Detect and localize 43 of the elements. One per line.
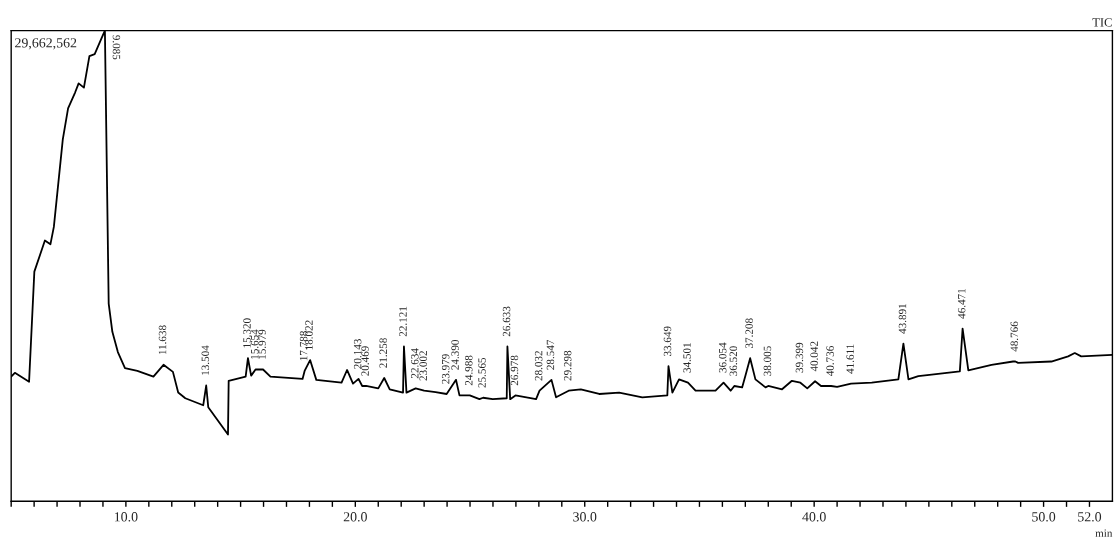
annotation: 24.390 bbox=[451, 340, 459, 370]
annotation: 15.320 bbox=[243, 318, 251, 348]
annotation: 22.634 bbox=[411, 348, 419, 379]
x-tick-label: 30.0 bbox=[573, 512, 597, 522]
annotation: 13.504 bbox=[201, 345, 210, 375]
annotation: 39.399 bbox=[795, 342, 804, 373]
annotation: 21.258 bbox=[379, 338, 388, 368]
annotation: 25.565 bbox=[478, 357, 486, 388]
annotation: 9.085 bbox=[112, 35, 121, 60]
annotation: 36.520 bbox=[729, 346, 738, 376]
annotation: 33.649 bbox=[663, 326, 672, 356]
annotation: 26.633 bbox=[502, 306, 511, 337]
x-tick-label: 10.0 bbox=[114, 512, 138, 522]
annotation: 24.988 bbox=[465, 355, 473, 386]
annotation: 38.005 bbox=[763, 346, 772, 376]
annotation: 41.611 bbox=[846, 344, 854, 374]
annotation: 36.054 bbox=[718, 342, 727, 373]
annotation: 40.736 bbox=[826, 346, 834, 377]
x-tick-label: 50.0 bbox=[1032, 512, 1056, 522]
x-tick-label: 40.0 bbox=[802, 512, 826, 522]
annotation: 15.979 bbox=[258, 329, 266, 359]
annotation: 26.978 bbox=[510, 355, 519, 386]
annotation: 34.501 bbox=[683, 343, 691, 373]
annotation: 28.547 bbox=[546, 339, 555, 370]
x-tick-label: 52.0 bbox=[1078, 512, 1102, 522]
annotation: 23.002 bbox=[419, 351, 428, 381]
annotation: 46.471 bbox=[957, 288, 966, 319]
annotation: 20.143 bbox=[353, 339, 362, 369]
annotation: 20.469 bbox=[361, 346, 369, 376]
annotation: 28.032 bbox=[534, 351, 543, 381]
annotation: 23.979 bbox=[441, 354, 450, 384]
annotation: 37.208 bbox=[745, 318, 753, 348]
annotation: 22.121 bbox=[399, 306, 407, 337]
annotation: 43.891 bbox=[898, 304, 907, 334]
chart-title: TIC bbox=[1092, 18, 1112, 27]
annotation: 29.298 bbox=[563, 350, 572, 381]
annotation: 11.638 bbox=[158, 325, 167, 355]
annotation: 29,662,562 bbox=[15, 38, 77, 50]
x-axis-title: min bbox=[1095, 529, 1113, 537]
x-tick-label: 20.0 bbox=[343, 512, 367, 522]
annotation: 40.042 bbox=[810, 341, 818, 372]
annotation: 15.654 bbox=[250, 329, 259, 359]
annotation: 48.766 bbox=[1010, 321, 1019, 352]
